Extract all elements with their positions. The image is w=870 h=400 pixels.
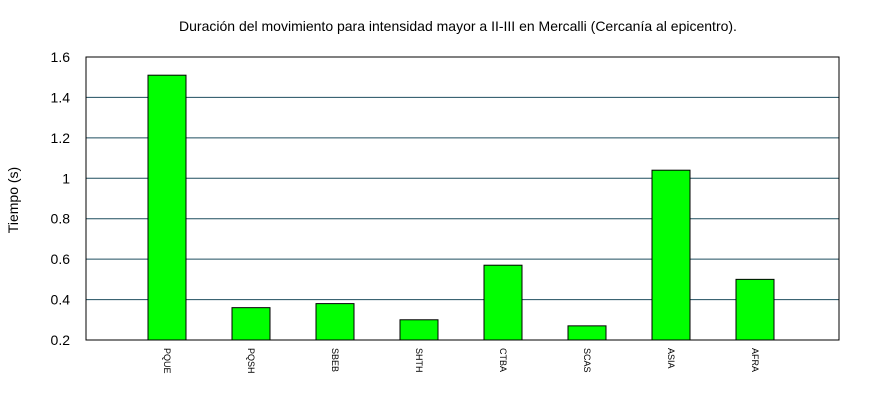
bar-asia (651, 169, 691, 341)
bar-ctba (483, 264, 523, 341)
y-tick-label: 1.2 (51, 130, 71, 146)
x-tick-label: AFRA (750, 348, 760, 372)
bars (147, 74, 775, 341)
y-tick-label: 0.6 (51, 251, 71, 267)
bar-scas (567, 325, 607, 341)
x-tick-label: SBEB (330, 348, 340, 372)
x-tick-label: PQSH (246, 348, 256, 374)
x-tick-label: SCAS (582, 348, 592, 373)
gridlines (86, 96, 839, 301)
y-tick-label: 1.6 (51, 49, 71, 65)
x-tick-label: PQUE (162, 348, 172, 374)
bar-pque (147, 74, 187, 341)
bar-sbeb (315, 303, 355, 341)
bar-afra (735, 278, 775, 341)
y-tick-label: 0.8 (51, 211, 71, 227)
chart-title: Duración del movimiento para intensidad … (179, 18, 737, 34)
bar-pqsh (231, 307, 271, 341)
x-tick-label: ASIA (666, 348, 676, 369)
x-tick-label: SHTH (414, 348, 424, 373)
y-tick-label: 0.2 (51, 332, 71, 348)
y-tick-label: 0.4 (51, 292, 71, 308)
y-axis-ticks: 0.2 0.4 0.6 0.8 1 1.2 1.4 1.6 (51, 49, 71, 348)
y-tick-label: 1.4 (51, 89, 71, 105)
y-tick-label: 1 (62, 170, 70, 186)
x-tick-label: CTBA (498, 348, 508, 372)
x-axis-ticks: PQUE PQSH SBEB SHTH CTBA SCAS ASIA AFRA (162, 348, 760, 374)
plot-area-frame (85, 56, 840, 341)
y-axis-label: Tiempo (s) (5, 167, 21, 233)
bar-shth (399, 319, 439, 341)
